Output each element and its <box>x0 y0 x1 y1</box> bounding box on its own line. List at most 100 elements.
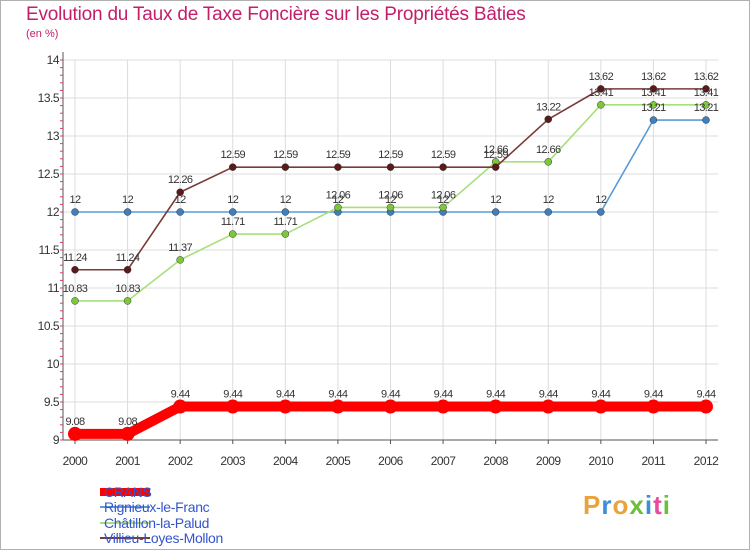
data-point <box>281 208 290 216</box>
data-label: 12 <box>385 194 397 206</box>
data-point <box>281 230 290 238</box>
data-label: 11.24 <box>63 252 87 264</box>
chart-title: Evolution du Taux de Taxe Foncière sur l… <box>26 4 526 25</box>
data-point <box>544 208 552 216</box>
data-point <box>702 116 710 124</box>
data-label: 12 <box>227 194 239 206</box>
x-tick-label: 2005 <box>326 454 352 468</box>
data-point <box>71 297 79 305</box>
data-point <box>646 399 661 414</box>
y-tick-label: 9.5 <box>44 395 60 409</box>
data-label: 9.44 <box>328 389 347 401</box>
data-label: 9.44 <box>539 389 558 401</box>
data-label: 12 <box>543 194 555 206</box>
data-point <box>123 266 132 274</box>
data-label: 9.08 <box>65 416 84 428</box>
data-point <box>278 399 293 414</box>
y-tick-label: 11.5 <box>39 243 60 257</box>
data-label: 12 <box>122 194 134 206</box>
data-label: 9.44 <box>381 389 400 401</box>
data-label: 9.44 <box>223 389 242 401</box>
x-tick-label: 2007 <box>431 454 457 468</box>
y-tick-label: 13.5 <box>38 91 60 105</box>
data-label: 12.59 <box>378 149 403 161</box>
x-tick-label: 2011 <box>642 454 667 468</box>
data-label: 9.44 <box>171 389 190 401</box>
data-point <box>68 426 82 441</box>
data-label: 13.41 <box>589 87 614 99</box>
chart-unit-label: (en %) <box>26 28 59 40</box>
data-label: 9.44 <box>276 389 295 401</box>
data-label: 13.62 <box>694 71 719 83</box>
x-tick-label: 2008 <box>483 454 509 468</box>
data-label: 13.41 <box>641 87 666 99</box>
legend-item-rignieux: Rignieux-le-Franc <box>104 499 210 515</box>
data-label: 12.59 <box>483 149 508 161</box>
data-label: 13.21 <box>694 102 719 114</box>
data-point <box>176 188 184 196</box>
data-point <box>597 85 605 93</box>
x-tick-label: 2003 <box>220 454 246 468</box>
data-label: 12.06 <box>431 189 456 201</box>
x-tick-label: 2006 <box>378 454 404 468</box>
data-point <box>229 208 237 216</box>
proxiti-logo: Proxiti <box>583 490 671 520</box>
legend-item-villieu: Villieu-Loyes-Mollon <box>104 530 224 546</box>
data-point <box>597 208 605 216</box>
y-tick-label: 12 <box>47 205 60 219</box>
data-label: 12 <box>280 194 292 206</box>
data-point <box>702 101 710 109</box>
data-point <box>173 399 188 414</box>
data-point <box>544 115 552 124</box>
data-label: 12 <box>490 194 502 206</box>
data-label: 9.44 <box>696 389 715 401</box>
data-point <box>491 163 500 171</box>
x-tick-label: 2001 <box>115 454 141 468</box>
data-label: 11.37 <box>168 242 192 254</box>
y-tick-label: 11 <box>48 281 60 295</box>
x-tick-label: 2010 <box>588 454 614 468</box>
data-point <box>491 208 500 216</box>
y-tick-label: 10.5 <box>38 319 60 333</box>
data-label: 12.26 <box>168 174 193 186</box>
x-tick-label: 2009 <box>536 454 562 468</box>
data-label: 12.66 <box>483 144 508 156</box>
data-point <box>176 256 184 264</box>
data-point <box>386 163 395 171</box>
data-label: 12.59 <box>273 149 298 161</box>
data-label: 9.44 <box>486 389 505 401</box>
x-tick-label: 2000 <box>63 454 89 468</box>
data-point <box>229 163 237 171</box>
data-point <box>649 101 658 109</box>
data-label: 12 <box>175 194 187 206</box>
data-label: 9.44 <box>644 389 663 401</box>
data-label: 12 <box>595 194 607 206</box>
data-point <box>439 163 447 171</box>
data-point <box>225 399 240 414</box>
data-label: 11.71 <box>273 216 297 228</box>
data-label: 9.08 <box>118 416 137 428</box>
data-label: 13.62 <box>589 71 614 83</box>
data-label: 13.41 <box>694 87 719 99</box>
data-point <box>649 85 658 93</box>
x-tick-label: 2004 <box>273 454 299 468</box>
legend-item-chatillon: Châtillon-la-Palud <box>104 515 210 531</box>
data-label: 12.59 <box>326 149 351 161</box>
data-point <box>436 399 451 414</box>
data-point <box>281 163 290 171</box>
data-label: 10.83 <box>63 283 88 295</box>
data-label: 12.59 <box>220 149 245 161</box>
data-label: 12.66 <box>536 144 561 156</box>
data-label: 12.59 <box>431 149 456 161</box>
y-tick-label: 12.5 <box>38 167 60 181</box>
data-label: 9.44 <box>434 389 453 401</box>
data-point <box>71 208 79 216</box>
data-point <box>702 85 710 93</box>
data-label: 10.83 <box>115 283 140 295</box>
data-point <box>229 230 237 238</box>
data-point <box>541 399 556 414</box>
data-label: 12.06 <box>326 189 351 201</box>
data-point <box>383 399 398 414</box>
